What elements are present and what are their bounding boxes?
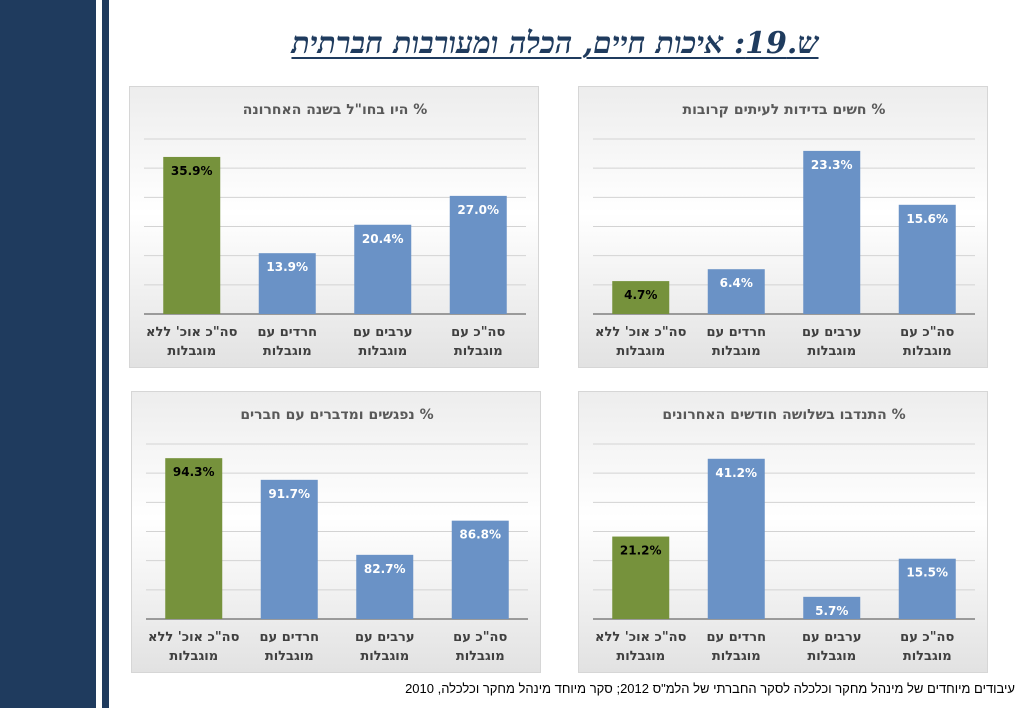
data-label: 6.4% xyxy=(720,276,753,290)
chart-panel-friends: % נפגשים ומדברים עם חברים 86.8% סה"כ עם מוג… xyxy=(131,391,541,673)
source-note: עיבודים מיוחדים של מינהל מחקר וכלכלה לסק… xyxy=(405,681,1015,696)
data-label: 5.7% xyxy=(815,604,848,618)
chart-panel-loneliness: % חשים בדידות לעיתים קרובות 15.6% סה"כ עם מ… xyxy=(578,86,988,368)
category-label: מוגבלות xyxy=(712,344,761,359)
category-label: מוגבלות xyxy=(167,344,216,359)
chart-title: % התנדבו בשלושה חודשים האחרונים xyxy=(662,407,905,423)
sidebar-gap xyxy=(96,0,102,708)
chart-svg: % חשים בדידות לעיתים קרובות 15.6% סה"כ עם מ… xyxy=(593,102,975,359)
bar xyxy=(612,281,670,314)
category-label: ערבים עם xyxy=(802,630,862,645)
data-label: 4.7% xyxy=(624,288,657,302)
bar xyxy=(451,520,509,619)
chart-title: % היו בחו"ל בשנה האחרונה xyxy=(243,102,428,118)
data-label: 91.7% xyxy=(268,487,310,501)
data-label: 94.3% xyxy=(173,465,215,479)
data-label: 23.3% xyxy=(811,158,853,172)
data-label: 20.4% xyxy=(362,232,404,246)
bar xyxy=(803,596,861,619)
category-label: סה"כ אוכ' ללא xyxy=(148,630,240,645)
data-label: 27.0% xyxy=(457,203,499,217)
chart-svg: % התנדבו בשלושה חודשים האחרונים 15.5% סה"כ… xyxy=(593,407,975,664)
category-label: מוגבלות xyxy=(903,344,952,359)
data-label: 15.5% xyxy=(906,566,948,580)
bar xyxy=(163,156,221,314)
chart-title: % נפגשים ומדברים עם חברים xyxy=(240,407,433,423)
chart-panel-volunteering: % התנדבו בשלושה חודשים האחרונים 15.5% סה"כ… xyxy=(578,391,988,673)
page-title: ש.19: איכות חיים, הכלה ומעורבות חברתית xyxy=(291,26,819,61)
data-label: 35.9% xyxy=(171,164,213,178)
bar xyxy=(354,224,412,314)
category-label: סה"כ עם xyxy=(900,325,954,340)
category-label: מוגבלות xyxy=(712,649,761,664)
category-label: מוגבלות xyxy=(903,649,952,664)
category-label: מוגבלות xyxy=(169,649,218,664)
category-label: חרדים עם xyxy=(257,325,317,340)
category-label: מוגבלות xyxy=(616,344,665,359)
data-label: 15.6% xyxy=(906,212,948,226)
category-label: סה"כ אוכ' ללא xyxy=(146,325,238,340)
data-label: 21.2% xyxy=(620,544,662,558)
bar xyxy=(612,536,670,619)
category-label: סה"כ עם xyxy=(451,325,505,340)
sidebar-stripe xyxy=(102,0,109,708)
bar xyxy=(356,554,414,619)
chart-panel-abroad: % היו בחו"ל בשנה האחרונה 27.0% סה"כ עם מוגב… xyxy=(129,86,539,368)
category-label: ערבים עם xyxy=(802,325,862,340)
category-label: מוגבלות xyxy=(360,649,409,664)
category-label: מוגבלות xyxy=(454,344,503,359)
category-label: חרדים עם xyxy=(706,630,766,645)
chart-svg: % היו בחו"ל בשנה האחרונה 27.0% סה"כ עם מוגב… xyxy=(144,102,526,359)
category-label: ערבים עם xyxy=(355,630,415,645)
category-label: ערבים עם xyxy=(353,325,413,340)
bar xyxy=(449,195,507,314)
category-label: מוגבלות xyxy=(263,344,312,359)
bar xyxy=(803,150,861,314)
category-label: מוגבלות xyxy=(265,649,314,664)
sidebar-band xyxy=(0,0,96,708)
category-label: מוגבלות xyxy=(358,344,407,359)
category-label: מוגבלות xyxy=(456,649,505,664)
category-label: סה"כ אוכ' ללא xyxy=(595,325,687,340)
category-label: מוגבלות xyxy=(616,649,665,664)
category-label: סה"כ עם xyxy=(900,630,954,645)
bar xyxy=(165,458,223,619)
bar xyxy=(898,558,956,619)
category-label: חרדים עם xyxy=(259,630,319,645)
bar xyxy=(258,253,316,314)
category-label: סה"כ עם xyxy=(453,630,507,645)
bar xyxy=(707,269,765,314)
data-label: 41.2% xyxy=(715,466,757,480)
category-label: חרדים עם xyxy=(706,325,766,340)
category-label: סה"כ אוכ' ללא xyxy=(595,630,687,645)
bar xyxy=(707,458,765,619)
chart-title: % חשים בדידות לעיתים קרובות xyxy=(683,102,886,118)
data-label: 86.8% xyxy=(459,528,501,542)
chart-svg: % נפגשים ומדברים עם חברים 86.8% סה"כ עם מוג… xyxy=(146,407,528,664)
data-label: 13.9% xyxy=(266,260,308,274)
bar xyxy=(260,479,318,619)
data-label: 82.7% xyxy=(364,562,406,576)
category-label: מוגבלות xyxy=(807,649,856,664)
category-label: מוגבלות xyxy=(807,344,856,359)
bar xyxy=(898,204,956,314)
